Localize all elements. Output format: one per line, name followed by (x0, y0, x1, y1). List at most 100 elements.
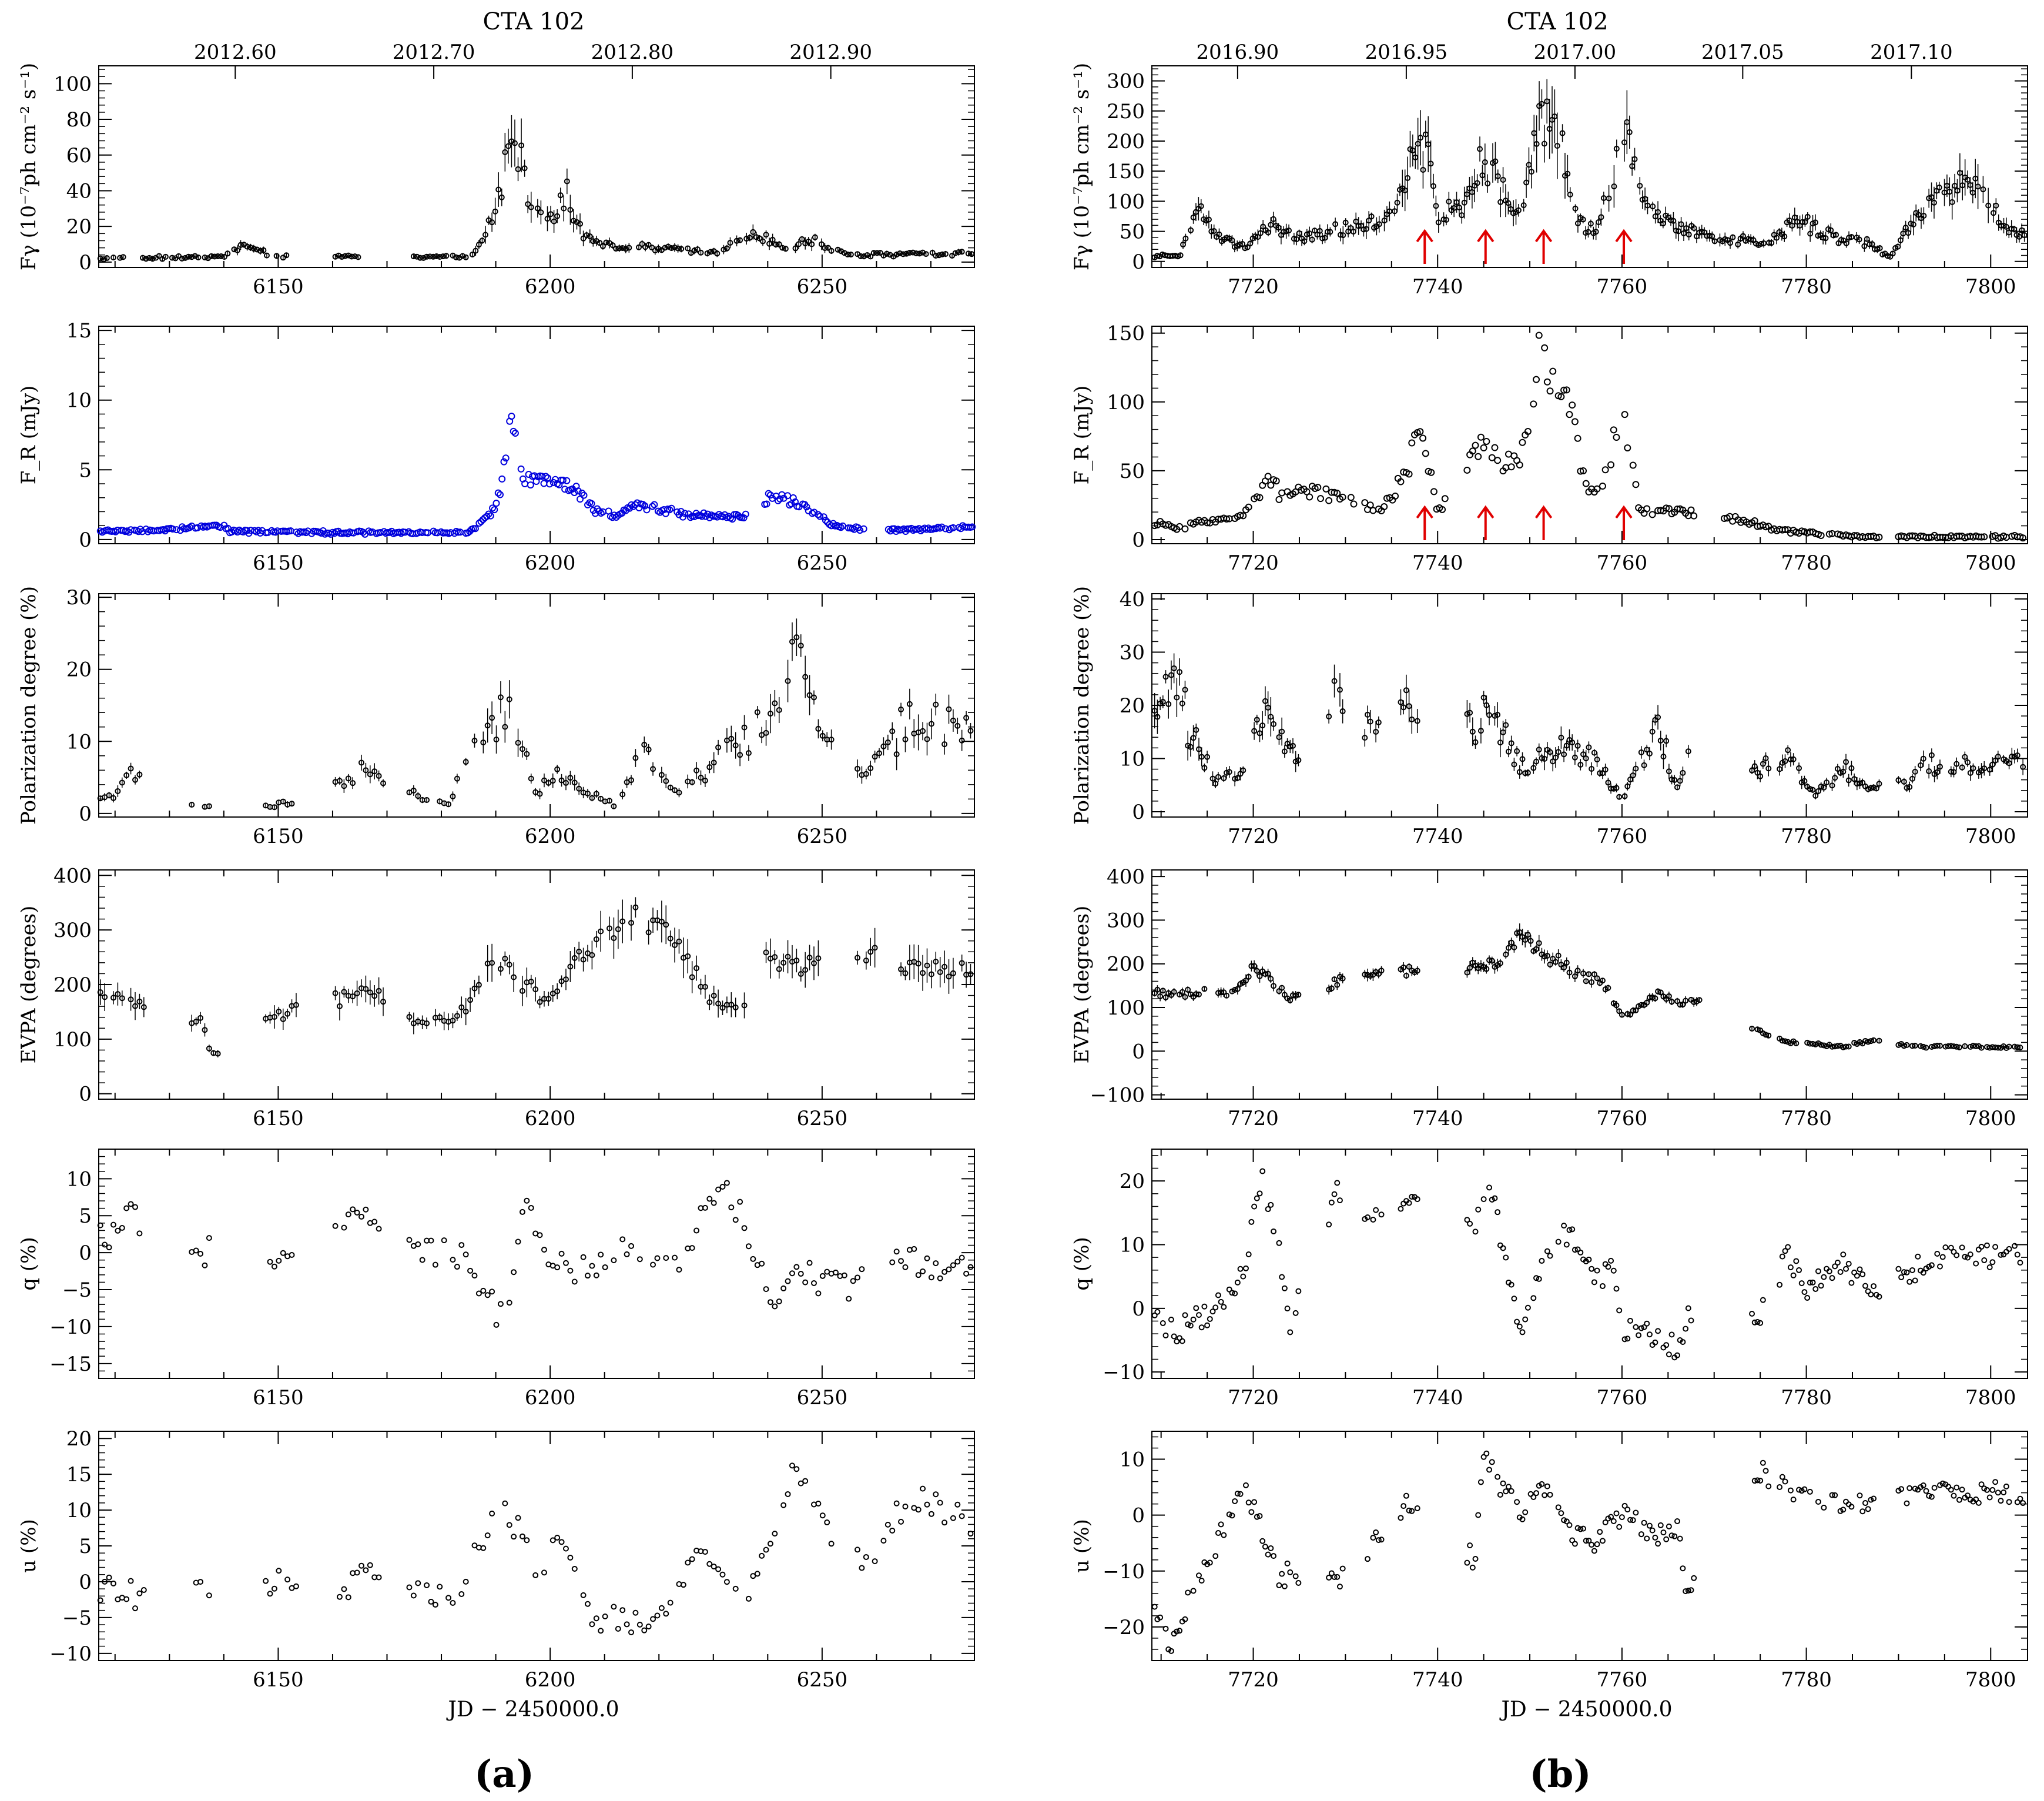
data-point (672, 787, 678, 794)
data-point (1613, 1286, 1620, 1292)
data-point (1636, 1332, 1642, 1338)
x-tick-label: 7760 (1597, 1668, 1648, 1692)
data-point (1503, 1254, 1509, 1261)
data-point (785, 1278, 791, 1284)
data-point (828, 1541, 835, 1547)
data-point (872, 754, 878, 760)
data-point (702, 778, 708, 784)
data-point (706, 1561, 713, 1567)
data-point (1876, 1037, 1882, 1044)
data-point (1638, 1531, 1644, 1538)
data-point (1807, 1280, 1813, 1286)
data-point (345, 775, 351, 782)
data-point (1781, 233, 1788, 240)
data-point (1267, 481, 1275, 489)
data-point (628, 777, 635, 784)
data-point (1757, 1477, 1764, 1484)
data-point (493, 1321, 500, 1328)
data-point (1295, 757, 1302, 764)
data-point (732, 742, 739, 749)
series-points (97, 1462, 974, 1636)
data-point (576, 948, 582, 955)
data-point (1154, 986, 1161, 993)
data-point (619, 791, 626, 798)
data-point (1621, 1336, 1628, 1343)
data-point (562, 976, 569, 983)
data-point (1574, 1525, 1581, 1531)
red-arrow (1534, 229, 1553, 264)
data-point (772, 1303, 778, 1310)
y-tick-label: −5 (62, 1606, 92, 1630)
data-point (910, 249, 916, 256)
data-point (1796, 765, 1802, 771)
data-point (280, 1016, 286, 1022)
data-point (267, 1591, 273, 1597)
x-tick-label: 7800 (1965, 1107, 2016, 1130)
data-point (280, 1250, 286, 1256)
data-point (1541, 344, 1549, 352)
data-point (906, 249, 913, 256)
data-point (663, 1611, 669, 1617)
data-point (1289, 742, 1296, 749)
data-point (1361, 499, 1369, 507)
data-point (902, 1264, 909, 1270)
panel-frame (1151, 1431, 2028, 1661)
data-point (1339, 708, 1346, 715)
data-point (841, 250, 847, 256)
data-point (870, 250, 877, 256)
top-tick-label: 2017.00 (1534, 41, 1617, 64)
data-point (495, 186, 502, 193)
x-tick-label: 6150 (253, 1386, 304, 1410)
data-point (1326, 1574, 1332, 1581)
y-tick-label: −15 (49, 1353, 92, 1376)
y-axis-label: Polarization degree (%) (17, 586, 41, 825)
data-point (1749, 1311, 1755, 1317)
data-point (1160, 1320, 1166, 1327)
data-point (810, 1280, 817, 1286)
data-point (1177, 1628, 1183, 1634)
data-point (763, 1286, 769, 1293)
data-point (406, 1584, 413, 1591)
data-point (1179, 989, 1185, 995)
data-point (1678, 221, 1684, 227)
panel-frame (98, 1149, 975, 1379)
data-point (1408, 439, 1416, 447)
data-point (1409, 1508, 1415, 1514)
data-point (492, 500, 500, 507)
data-point (136, 1230, 143, 1237)
y-tick-label: 15 (66, 319, 92, 343)
data-point (1563, 1241, 1570, 1248)
data-point (792, 245, 799, 252)
data-point (1536, 746, 1542, 753)
y-tick-label: 150 (1107, 160, 1145, 183)
series-points (1151, 332, 2027, 542)
data-point (1877, 245, 1883, 252)
panel-frame (98, 593, 975, 818)
data-point (884, 739, 891, 745)
y-tick-label: −10 (49, 1642, 92, 1666)
data-point (1833, 232, 1839, 238)
data-point (863, 958, 869, 964)
data-point (759, 238, 766, 245)
data-point (1245, 973, 1252, 980)
data-point (1350, 229, 1356, 235)
data-point (489, 504, 497, 512)
data-point (1331, 678, 1338, 684)
data-point (1508, 740, 1514, 746)
data-point (1973, 1260, 1979, 1267)
y-tick-label: 0 (1132, 528, 1145, 552)
data-point (950, 717, 956, 724)
data-point (876, 750, 883, 756)
data-point (1292, 1310, 1299, 1316)
y-tick-label: 20 (1120, 694, 1145, 718)
data-point (580, 235, 587, 242)
data-point (538, 209, 544, 216)
data-point (410, 787, 417, 794)
data-point (641, 741, 648, 748)
data-point (1566, 1522, 1573, 1528)
data-point (280, 798, 286, 805)
data-point (719, 1005, 726, 1011)
y-tick-label: 100 (1107, 391, 1145, 414)
data-point (628, 919, 635, 926)
